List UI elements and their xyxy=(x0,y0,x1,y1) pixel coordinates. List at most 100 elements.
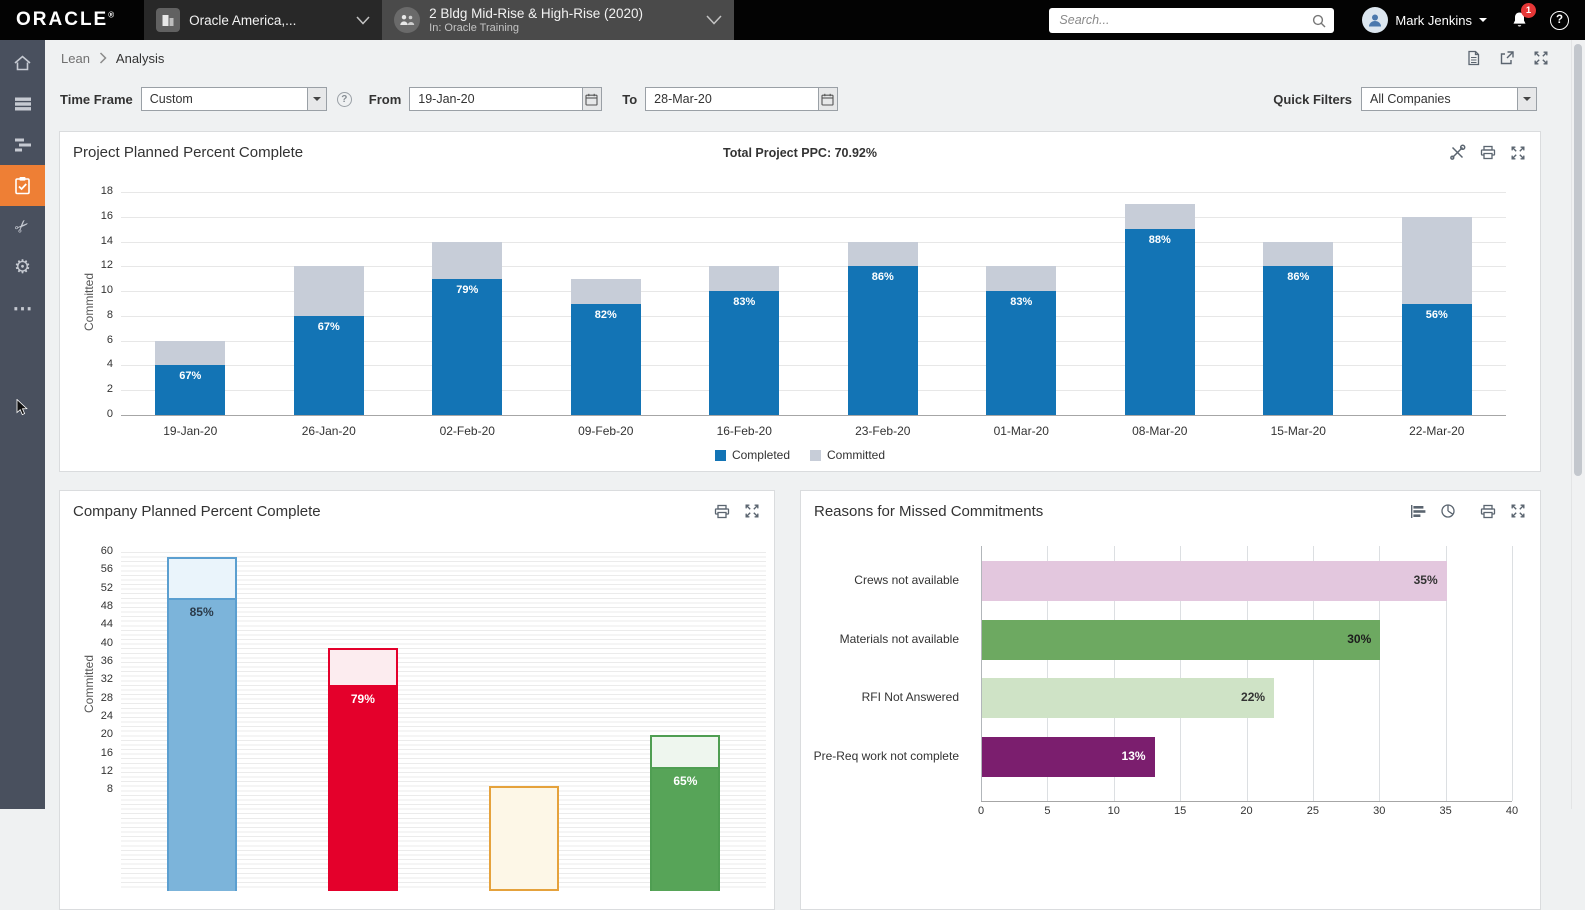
org-selector[interactable]: Oracle America,... xyxy=(144,0,382,40)
search-input[interactable] xyxy=(1049,8,1334,33)
levels-icon xyxy=(14,137,32,153)
legend-swatch xyxy=(810,450,821,461)
from-label: From xyxy=(369,92,402,107)
print-icon[interactable] xyxy=(1480,145,1496,160)
from-date-input[interactable] xyxy=(410,88,581,110)
time-frame-select[interactable]: Custom xyxy=(141,87,327,111)
category-label: Materials not available xyxy=(801,632,971,646)
category-label: Pre-Req work not complete xyxy=(801,749,971,763)
y-tick-label: 16 xyxy=(71,210,113,222)
y-tick-label: 14 xyxy=(71,235,113,247)
legend-swatch xyxy=(715,450,726,461)
print-icon[interactable] xyxy=(1480,504,1496,519)
reason-bar[interactable] xyxy=(982,620,1380,660)
project-selector[interactable]: 2 Bldg Mid-Rise & High-Rise (2020) In: O… xyxy=(382,0,734,40)
completed-bar[interactable] xyxy=(848,266,918,415)
calendar-icon[interactable] xyxy=(582,88,602,110)
x-tick-label: 16-Feb-20 xyxy=(684,424,804,438)
committed-outline-bar[interactable] xyxy=(489,786,559,891)
clipboard-check-icon xyxy=(14,176,31,195)
maximize-icon[interactable] xyxy=(1510,145,1526,161)
x-tick-label: 19-Jan-20 xyxy=(130,424,250,438)
main-content: Lean Analysis Time Frame Custom ? From T… xyxy=(45,40,1585,809)
bar-percent-label: 79% xyxy=(328,692,398,706)
sidebar-item-handoffs[interactable]: ✂ xyxy=(0,206,45,247)
bar-percent-label: 79% xyxy=(432,284,502,296)
user-menu[interactable]: Mark Jenkins xyxy=(1362,7,1487,33)
scrollbar-thumb[interactable] xyxy=(1574,44,1582,476)
bar-percent-label: 30% xyxy=(1325,632,1371,646)
sidebar-item-settings[interactable]: ⚙ xyxy=(0,247,45,288)
missed-reasons-chart: 051015202530354035%30%22%13% xyxy=(981,546,1512,846)
y-tick-label: 8 xyxy=(71,783,113,795)
quick-filters-select[interactable]: All Companies xyxy=(1361,87,1537,111)
time-frame-value: Custom xyxy=(142,88,307,110)
notifications-button[interactable]: 1 xyxy=(1511,11,1528,29)
maximize-icon[interactable] xyxy=(1510,503,1526,519)
sidebar-item-levels[interactable] xyxy=(0,124,45,165)
fullscreen-icon[interactable] xyxy=(1533,50,1549,66)
vertical-scrollbar[interactable] xyxy=(1571,40,1585,809)
x-tick-label: 30 xyxy=(1364,805,1394,817)
maximize-icon[interactable] xyxy=(744,503,760,519)
completed-bar[interactable] xyxy=(328,685,398,891)
bar-percent-label: 13% xyxy=(1100,749,1146,763)
y-tick-label: 52 xyxy=(71,582,113,594)
project-selector-title: 2 Bldg Mid-Rise & High-Rise (2020) xyxy=(429,6,643,21)
category-label: Crews not available xyxy=(801,573,971,587)
pie-view-icon[interactable] xyxy=(1440,503,1456,519)
document-icon[interactable] xyxy=(1466,50,1481,66)
legend-item[interactable]: Completed xyxy=(715,448,790,462)
sidebar-item-home[interactable] xyxy=(0,42,45,83)
time-frame-help-icon[interactable]: ? xyxy=(337,92,352,107)
legend-label: Completed xyxy=(732,448,790,462)
card-title: Reasons for Missed Commitments xyxy=(814,503,1043,520)
bar-percent-label: 88% xyxy=(1125,234,1195,246)
completed-bar[interactable] xyxy=(986,291,1056,415)
share-icon[interactable] xyxy=(1499,50,1515,66)
completed-bar[interactable] xyxy=(1125,229,1195,415)
company-ppc-card: Company Planned Percent Complete 6056524… xyxy=(59,490,775,910)
company-ppc-chart: 605652484440363228242016128Committed85%7… xyxy=(121,552,766,891)
breadcrumb-lean[interactable]: Lean xyxy=(61,51,90,66)
completed-bar[interactable] xyxy=(1263,266,1333,415)
help-button[interactable]: ? xyxy=(1550,11,1569,30)
calendar-icon[interactable] xyxy=(818,88,838,110)
to-label: To xyxy=(622,92,637,107)
bar-percent-label: 67% xyxy=(155,370,225,382)
x-tick-label: 10 xyxy=(1099,805,1129,817)
x-tick-label: 5 xyxy=(1032,805,1062,817)
project-icon xyxy=(394,7,420,33)
sidebar-item-lean-tasks[interactable] xyxy=(0,165,45,206)
legend-item[interactable]: Committed xyxy=(810,448,885,462)
chart-settings-icon[interactable] xyxy=(1449,144,1466,161)
completed-bar[interactable] xyxy=(167,598,237,891)
left-nav: ✂ ⚙ ⋯ xyxy=(0,40,45,809)
x-axis xyxy=(121,415,1506,416)
completed-bar[interactable] xyxy=(432,279,502,415)
x-tick-label: 09-Feb-20 xyxy=(546,424,666,438)
to-date-input[interactable] xyxy=(646,88,817,110)
x-axis xyxy=(981,801,1512,802)
gridline xyxy=(121,192,1506,193)
y-tick-label: 44 xyxy=(71,618,113,630)
chevron-down-icon xyxy=(356,16,370,25)
bar-view-icon[interactable] xyxy=(1410,504,1426,519)
reason-bar[interactable] xyxy=(982,561,1447,601)
y-tick-label: 56 xyxy=(71,563,113,575)
bar-percent-label: 86% xyxy=(848,271,918,283)
completed-bar[interactable] xyxy=(709,291,779,415)
ellipsis-icon: ⋯ xyxy=(13,299,33,319)
triangle-down-icon xyxy=(1523,97,1531,105)
sidebar-item-more[interactable]: ⋯ xyxy=(0,288,45,329)
chevron-down-icon xyxy=(706,15,722,25)
dropdown-button[interactable] xyxy=(1517,88,1536,110)
sidebar-item-activities[interactable] xyxy=(0,83,45,124)
y-tick-label: 60 xyxy=(71,545,113,557)
to-date-field xyxy=(645,87,838,111)
x-tick-label: 23-Feb-20 xyxy=(823,424,943,438)
x-tick-label: 08-Mar-20 xyxy=(1100,424,1220,438)
dropdown-button[interactable] xyxy=(307,88,326,110)
print-icon[interactable] xyxy=(714,504,730,519)
top-bar: ORACLE® Oracle America,... 2 Bldg Mid-Ri… xyxy=(0,0,1585,40)
